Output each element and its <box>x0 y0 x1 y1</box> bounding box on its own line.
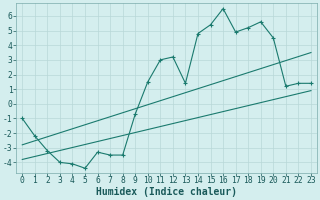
X-axis label: Humidex (Indice chaleur): Humidex (Indice chaleur) <box>96 187 237 197</box>
